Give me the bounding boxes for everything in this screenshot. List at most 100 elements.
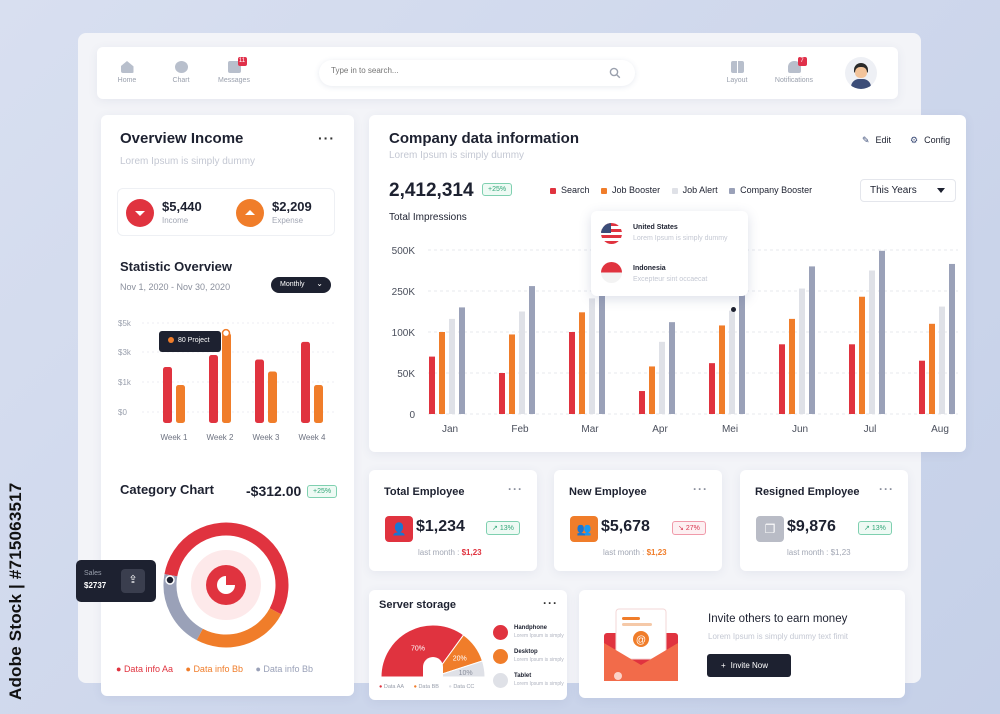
nav-notifications[interactable]: 7 Notifications (764, 57, 824, 84)
overview-title: Overview Income (120, 130, 244, 147)
tooltip-label: 80 Project (178, 337, 210, 344)
invite-now-button[interactable]: + Invite Now (707, 654, 791, 677)
donut-segment (196, 608, 282, 648)
company-legend: Search Job Booster Job Alert Company Boo… (550, 185, 812, 195)
document-icon: ❐ (756, 516, 784, 542)
company-total: 2,412,314 (389, 180, 474, 201)
expense-label: Expense (272, 216, 304, 225)
impressions-x-tick: Apr (652, 424, 668, 435)
impressions-x-tick: Feb (511, 424, 529, 435)
sales-value: $2737 (84, 581, 107, 590)
impressions-x-tick: Jun (792, 424, 808, 435)
category-badge: +25% (307, 485, 338, 498)
legend-job-alert: Job Alert (671, 185, 718, 195)
server-more-button[interactable]: ··· (543, 596, 558, 610)
server-item-desc: Lorem Ipsum is simply (514, 681, 564, 687)
statistic-bar (314, 385, 323, 423)
nav-chart[interactable]: Chart (151, 61, 211, 84)
impressions-bar (569, 332, 575, 414)
gauge-value-label: 10% (459, 670, 473, 677)
legend-search-label: Search (561, 185, 590, 195)
edit-button[interactable]: ✎ Edit (862, 135, 891, 146)
overview-more-button[interactable]: ··· (318, 130, 335, 146)
search-input[interactable] (331, 66, 591, 75)
plus-icon: + (721, 661, 726, 670)
server-legend-bb-label: Data BB (418, 684, 439, 690)
config-button[interactable]: ⚙ Config (910, 135, 950, 146)
statistic-x-tick: Week 4 (299, 433, 327, 442)
impressions-bar (519, 311, 525, 414)
statistic-x-tick: Week 2 (207, 433, 235, 442)
nav-layout-label: Layout (726, 77, 748, 84)
resigned-employee-last-value: $1,23 (830, 548, 851, 557)
statistic-bar (301, 341, 310, 423)
total-employee-more[interactable]: ··· (508, 482, 523, 496)
upload-icon[interactable]: ⇪ (121, 569, 145, 593)
nav-messages[interactable]: 11 Messages (204, 57, 264, 84)
gauge-value-label: 20% (453, 656, 467, 663)
impressions-bar (879, 250, 885, 414)
new-employee-title: New Employee (569, 486, 647, 498)
nav-layout[interactable]: Layout (707, 61, 767, 84)
avatar[interactable] (845, 57, 877, 89)
search-bar[interactable] (319, 60, 635, 86)
nav-notifications-label: Notifications (774, 77, 814, 84)
server-legend-bb: ● Data BB (413, 684, 439, 690)
new-employee-last: last month : $1,23 (603, 548, 667, 557)
trend-down-icon: ↘ (678, 525, 686, 532)
impressions-bar (929, 323, 935, 414)
impressions-bar (639, 391, 645, 414)
impressions-bar (939, 306, 945, 414)
legend-item-aa: ● Data info Aa (116, 664, 173, 674)
new-employee-more[interactable]: ··· (693, 482, 708, 496)
legend-search: Search (550, 185, 590, 195)
chart-marker (731, 307, 736, 312)
statistic-x-tick: Week 1 (161, 433, 189, 442)
statistic-bar (255, 359, 264, 423)
donut-segment (164, 522, 289, 615)
total-employee-last-label: last month : (418, 548, 460, 557)
notifications-badge: 7 (797, 57, 807, 66)
impressions-bar (949, 263, 955, 414)
server-legend: ● Data AA ● Data BB ● Data CC (379, 684, 474, 690)
statistic-highlight-point (221, 328, 231, 338)
statistic-y-tick: $0 (118, 408, 127, 417)
period-dropdown-label: Monthly (280, 281, 305, 288)
gauge-segment (380, 624, 465, 677)
resigned-employee-more[interactable]: ··· (879, 482, 894, 496)
impressions-bar (429, 356, 435, 414)
server-item-desc: Lorem Ipsum is simply (514, 633, 564, 639)
impressions-y-tick: 50K (397, 369, 415, 380)
year-dropdown[interactable]: This Years (860, 179, 956, 202)
popup-desc-id: Excepteur sint occaecat (633, 276, 708, 283)
search-icon[interactable] (609, 67, 621, 79)
impressions-y-tick: 500K (392, 246, 416, 257)
total-employee-title: Total Employee (384, 486, 465, 498)
total-employee-last-value: $1,23 (461, 548, 482, 557)
category-donut-chart (163, 522, 289, 648)
sales-label: Sales (84, 570, 102, 577)
impressions-x-tick: Mar (581, 424, 599, 435)
statistic-bar (176, 385, 185, 423)
popup-country-us: United States (633, 224, 678, 231)
income-value: $5,440 (162, 199, 202, 214)
tablet-icon (493, 673, 508, 688)
new-employee-value: $5,678 (601, 518, 650, 535)
statistic-bar (209, 355, 218, 423)
desktop-icon (493, 649, 508, 664)
statistic-date-range: Nov 1, 2020 - Nov 30, 2020 (120, 282, 231, 292)
statistic-bar (222, 333, 231, 423)
layout-icon (730, 61, 744, 73)
nav-home[interactable]: Home (97, 61, 157, 84)
impressions-bar (589, 298, 595, 414)
server-item-name: Desktop (514, 649, 538, 655)
impressions-bar (659, 341, 665, 414)
impressions-y-tick: 0 (409, 410, 415, 421)
period-dropdown[interactable]: Monthly ⌄ (271, 277, 331, 293)
impressions-bar (919, 360, 925, 414)
resigned-employee-trend: ↗ 13% (858, 521, 892, 535)
config-label: Config (924, 135, 951, 145)
impressions-bar (449, 318, 455, 414)
resigned-employee-last-label: last month : (787, 548, 829, 557)
server-item-desc: Lorem Ipsum is simply (514, 657, 564, 663)
